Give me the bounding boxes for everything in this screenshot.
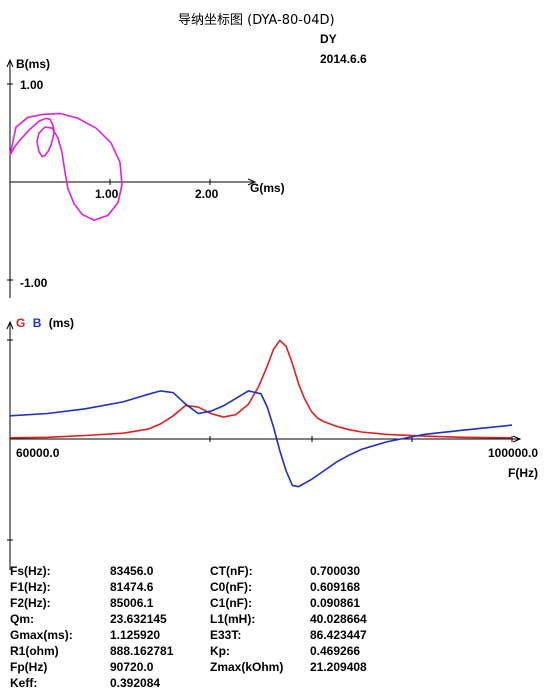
param-value: 0.392084 <box>110 676 161 690</box>
param-value: 1.125920 <box>110 628 161 642</box>
g-series-line <box>9 339 513 439</box>
chart-title: 导纳坐标图 (DYA-80-04D) <box>178 13 335 28</box>
admittance-circle-line <box>9 112 123 222</box>
f-axis-label: F(Hz) <box>508 466 538 480</box>
param-value: 90720.0 <box>110 660 154 674</box>
date-label: 2014.6.6 <box>320 52 367 66</box>
param-value: 86.423447 <box>310 628 367 642</box>
frequency-plot: G B (ms) 60000.0 100000.0 F(Hz) <box>6 316 538 570</box>
legend-unit: (ms) <box>49 316 74 330</box>
param-label: Zmax(kOhm) <box>210 660 284 674</box>
param-label: Gmax(ms): <box>10 628 73 642</box>
param-label: Qm: <box>10 612 34 626</box>
param-label: CT(nF): <box>210 564 253 578</box>
param-label: Kp: <box>210 644 230 658</box>
legend-b: B <box>33 316 42 330</box>
param-value: 23.632145 <box>110 612 167 626</box>
param-value: 81474.6 <box>110 580 154 594</box>
param-label: Fs(Hz): <box>10 564 51 578</box>
param-label: C0(nF): <box>210 580 252 594</box>
f-min-label: 60000.0 <box>16 446 60 460</box>
param-label: Fp(Hz) <box>10 660 48 674</box>
param-value: 0.609168 <box>310 580 361 594</box>
y-tick-label: -1.00 <box>20 276 48 290</box>
param-value: 83456.0 <box>110 564 154 578</box>
param-value: 85006.1 <box>110 596 154 610</box>
param-label: F2(Hz): <box>10 596 51 610</box>
x-tick-label: 2.00 <box>195 187 219 201</box>
series-legend: G B (ms) <box>16 316 74 330</box>
b-axis-label: B(ms) <box>16 57 50 71</box>
operator-label: DY <box>320 32 337 46</box>
param-label: F1(Hz): <box>10 580 51 594</box>
param-label: Keff: <box>10 676 38 690</box>
admittance-plot: B(ms) G(ms) 1.00 2.00 1.00 -1.00 <box>6 57 285 298</box>
param-value: 888.162781 <box>110 644 174 658</box>
param-label: E33T: <box>210 628 242 642</box>
legend-g: G <box>16 316 25 330</box>
param-value: 21.209408 <box>310 660 367 674</box>
g-axis-label: G(ms) <box>250 181 285 195</box>
param-label: R1(ohm) <box>10 644 59 658</box>
b-series-line <box>9 390 513 488</box>
f-max-label: 100000.0 <box>488 446 538 460</box>
x-tick-label: 1.00 <box>95 187 119 201</box>
y-axis-arrow <box>6 320 14 330</box>
param-label: C1(nF): <box>210 596 252 610</box>
y-tick-label: 1.00 <box>20 78 44 92</box>
f-axis-arrow <box>512 435 522 443</box>
param-value: 0.469266 <box>310 644 361 658</box>
param-value: 0.090861 <box>310 596 361 610</box>
param-value: 0.700030 <box>310 564 361 578</box>
b-axis-arrow <box>6 58 14 68</box>
param-value: 40.028664 <box>310 612 367 626</box>
param-label: L1(mH): <box>210 612 256 626</box>
g-axis-arrow <box>247 178 257 186</box>
